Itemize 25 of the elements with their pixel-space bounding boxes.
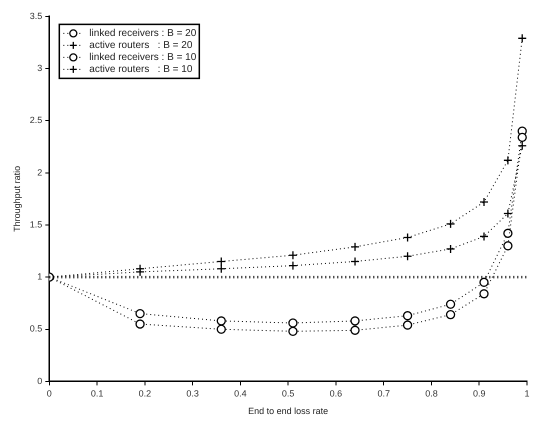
x-tick-label: 0.9: [472, 388, 486, 398]
y-tick-label: 1.5: [30, 219, 42, 230]
legend-label: active routers : B = 20: [89, 40, 193, 52]
legend-label: linked receivers : B = 10: [89, 52, 197, 64]
y-tick-label: 0.5: [30, 324, 42, 334]
y-axis-title: Throughput ratio: [12, 166, 22, 232]
y-tick-label: 0: [37, 376, 42, 386]
y-tick-label: 1: [37, 272, 42, 282]
x-tick-label: 0.5: [282, 388, 294, 398]
y-tick-label: 3: [37, 63, 42, 74]
x-tick-label: 0.1: [90, 388, 104, 398]
legend-label: active routers : B = 10: [89, 64, 193, 76]
x-axis-title: End to end loss rate: [248, 406, 328, 416]
x-tick-label: 0: [46, 388, 52, 398]
x-tick-label: 0.2: [138, 388, 152, 398]
x-tick-label: 0.4: [234, 388, 247, 398]
x-tick-label: 0.6: [330, 388, 342, 398]
x-tick-label: 0.3: [186, 388, 199, 398]
y-tick-label: 3.5: [30, 10, 42, 21]
x-tick-label: 0.8: [425, 388, 438, 398]
y-tick-label: 2: [37, 167, 42, 178]
x-tick-label: 1: [524, 388, 530, 398]
x-tick-label: 0.7: [377, 388, 390, 398]
y-tick-label: 2.5: [30, 115, 42, 126]
legend-label: linked receivers : B = 20: [89, 28, 197, 40]
